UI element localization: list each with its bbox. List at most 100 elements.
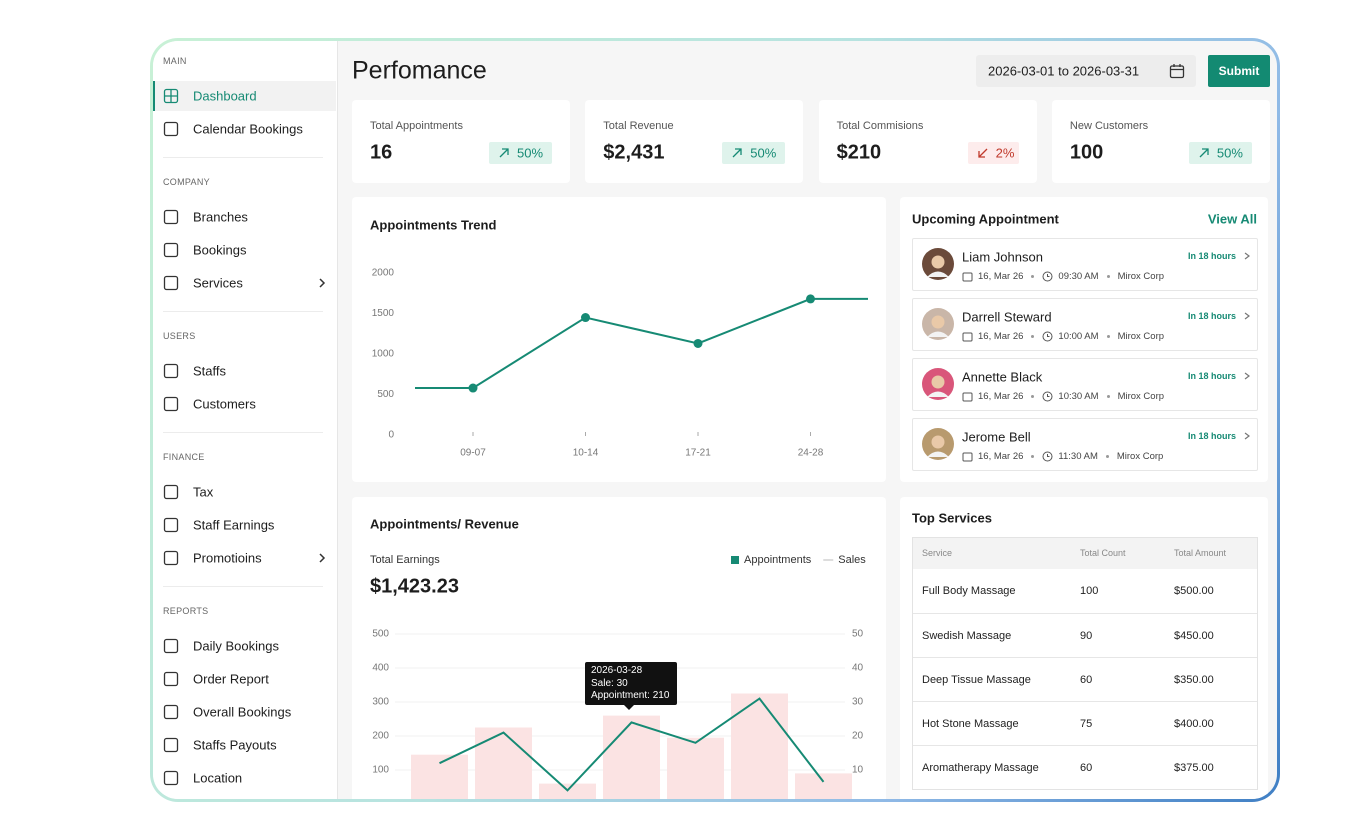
nav-item[interactable]: Tax — [153, 477, 336, 507]
nav-item[interactable]: Location — [153, 763, 336, 793]
tooltip-arrow — [624, 705, 634, 710]
trend-arrow — [732, 148, 742, 158]
stat-card: Total Commisions $210 2% — [818, 100, 1037, 183]
nav-label: Staffs — [193, 363, 227, 379]
appointment-meta: 16, Mar 26 11:30 AM Mirox Corp — [962, 449, 1163, 463]
nav-item[interactable]: Staffs Payouts — [153, 730, 336, 760]
section-heading: Upcoming Appointment — [912, 211, 1059, 227]
table-header: Service Total Count Total Amount — [913, 538, 1257, 569]
separator-dot — [1031, 274, 1035, 278]
chevron-shape — [319, 553, 326, 563]
trend-arrow — [499, 148, 509, 158]
view-all-link[interactable]: View All — [1207, 211, 1257, 227]
table-row: Full Body Massage 100 $500.00 — [913, 569, 1257, 613]
table-cell: 60 — [1080, 674, 1093, 686]
customer-name: Darrell Steward — [962, 309, 1052, 325]
separator-dot — [1106, 394, 1110, 398]
y-tick-label: 400 — [372, 663, 389, 674]
nav-item[interactable]: Daily Bookings — [153, 631, 336, 661]
appointment-item[interactable]: Liam Johnson 16, Mar 26 09:30 AM Mirox Corp… — [912, 238, 1258, 291]
clock-icon — [1042, 391, 1053, 401]
x-tick-label: 24-28 — [798, 448, 824, 459]
avatar-body — [927, 331, 949, 337]
nav-icon — [163, 363, 179, 379]
avatar-face — [931, 375, 945, 389]
active-indicator — [153, 81, 155, 111]
eta: In 18 hours — [1188, 311, 1237, 321]
arrow-shape — [732, 148, 742, 158]
nav-icon — [163, 638, 179, 654]
arrow-shape — [499, 148, 509, 158]
nav-item[interactable]: Bookings — [153, 235, 336, 265]
section-title: FINANCE — [163, 452, 205, 462]
nav-item[interactable]: Promotioins — [153, 543, 336, 573]
nav-icon — [163, 396, 179, 412]
date-picker[interactable]: 2026-03-01 to 2026-03-31 — [976, 55, 1196, 87]
calendar-icon — [962, 272, 973, 281]
main: Perfomance 2026-03-01 to 2026-03-31 Subm… — [153, 41, 1277, 799]
y2-tick-label: 10 — [852, 765, 864, 776]
nav-item[interactable]: Customers — [153, 389, 336, 419]
nav-item[interactable]: Calendar Bookings — [153, 114, 336, 144]
nav-item[interactable]: Branches — [153, 202, 336, 232]
icon-shape — [163, 671, 179, 687]
chart-card: Appointments/ Revenue Total Earnings $1,42… — [352, 497, 886, 799]
change-badge: 50% — [722, 142, 786, 164]
appointment-item[interactable]: Darrell Steward 16, Mar 26 10:00 AM Mirox C… — [912, 298, 1258, 351]
customer-name: Annette Black — [962, 369, 1043, 385]
nav-item[interactable]: Staffs — [153, 356, 336, 386]
divider — [163, 432, 323, 433]
table-cell: Hot Stone Massage — [922, 718, 1019, 730]
app: MAIN Dashboard Calendar Bookings COMPANY Bra… — [153, 41, 1277, 799]
upcoming-card: Upcoming Appointment View All Liam Johnson… — [900, 197, 1268, 482]
nav-item[interactable]: Dashboard — [153, 81, 336, 111]
table-row: Hot Stone Massage 75 $400.00 — [913, 701, 1257, 746]
nav-item[interactable]: Staff Earnings — [153, 510, 336, 540]
icon-shape — [962, 332, 973, 341]
icon-shape — [163, 550, 179, 566]
section-title: COMPANY — [163, 177, 210, 187]
avatar-face — [931, 255, 945, 269]
appointment-item[interactable]: Annette Black 16, Mar 26 10:30 AM Mirox Cor… — [912, 358, 1258, 411]
company: Mirox Corp — [1117, 270, 1165, 282]
company: Mirox Corp — [1117, 330, 1165, 342]
y-tick-label: 200 — [372, 731, 389, 742]
nav-item[interactable]: Overall Bookings — [153, 697, 336, 727]
arrow-shape — [977, 148, 988, 158]
nav-item[interactable]: Order Report — [153, 664, 336, 694]
legend-swatch — [731, 556, 739, 564]
tooltip-line: Appointment: 210 — [591, 690, 670, 701]
avatar-body — [927, 391, 949, 397]
calendar-icon — [962, 332, 973, 341]
clock-icon — [1042, 331, 1053, 341]
avatar-face — [931, 315, 945, 329]
section-heading: Top Services — [912, 510, 992, 526]
y2-tick-label: 20 — [852, 731, 864, 742]
icon-shape — [163, 704, 179, 720]
app-frame: MAIN Dashboard Calendar Bookings COMPANY Bra… — [150, 38, 1280, 802]
nav-icon — [163, 737, 179, 753]
nav-icon — [163, 275, 179, 291]
icon-shape — [1047, 393, 1050, 397]
icon-shape — [163, 770, 179, 786]
nav-label: Location — [193, 770, 243, 786]
tooltip-line: Sale: 30 — [591, 677, 628, 689]
nav-item[interactable]: Services — [153, 268, 336, 298]
table-row: Swedish Massage 90 $450.00 — [913, 613, 1257, 658]
icon-shape — [163, 275, 179, 291]
tooltip: 2026-03-28 Sale: 30 Appointment: 210 — [585, 662, 677, 705]
services-table: Service Total Count Total Amount Full Body … — [912, 537, 1258, 790]
appointment-time: 10:00 AM — [1058, 330, 1099, 342]
submit-button[interactable]: Submit — [1208, 55, 1270, 87]
separator-dot — [1105, 454, 1109, 458]
avatar — [922, 248, 954, 280]
table-cell: $350.00 — [1174, 674, 1214, 686]
sidebar: MAIN Dashboard Calendar Bookings COMPANY Bra… — [153, 41, 338, 799]
appointment-item[interactable]: Jerome Bell 16, Mar 26 11:30 AM Mirox Corp I… — [912, 418, 1258, 471]
nav-label: Daily Bookings — [193, 638, 279, 654]
arrow-shape — [1199, 148, 1209, 158]
stat-value: 100 — [1069, 141, 1104, 164]
appointment-date: 16, Mar 26 — [978, 330, 1024, 342]
appointment-date: 16, Mar 26 — [978, 450, 1024, 462]
eta: In 18 hours — [1188, 251, 1237, 261]
